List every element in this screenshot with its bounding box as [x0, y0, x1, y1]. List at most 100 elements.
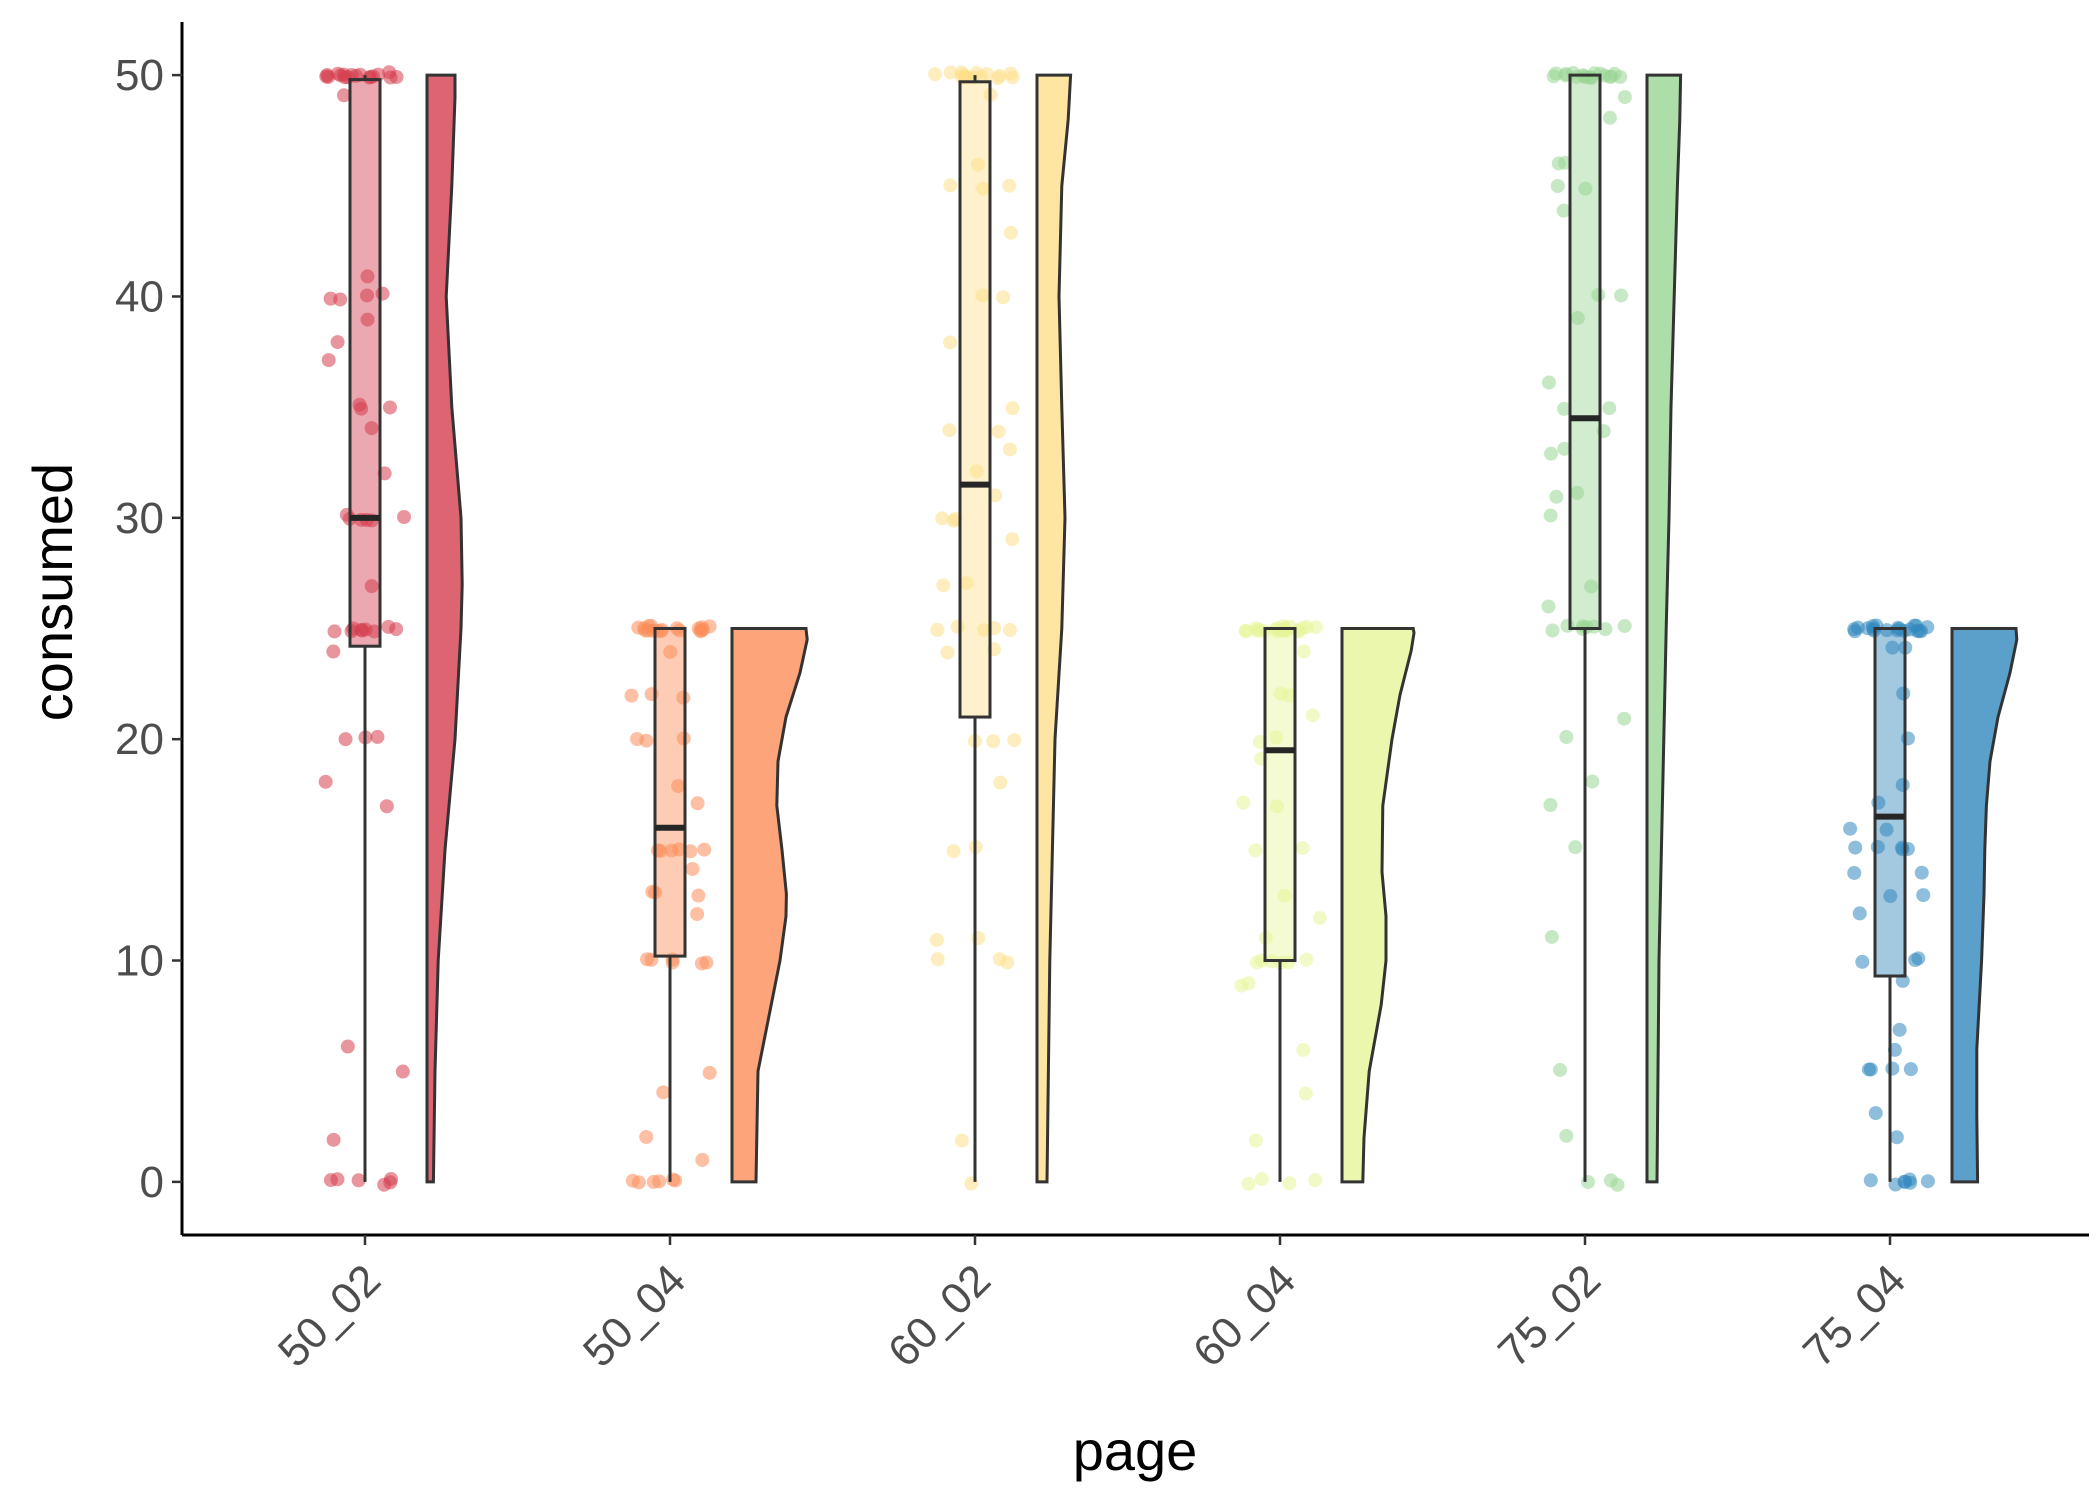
data-point-75_02	[1541, 599, 1556, 614]
data-point-50_02	[340, 1039, 355, 1054]
data-point-50_04	[671, 842, 686, 857]
data-point-60_02	[969, 66, 984, 81]
y-tick-label: 20	[115, 715, 164, 764]
data-point-75_04	[1889, 1130, 1904, 1145]
data-point-50_02	[370, 729, 385, 744]
data-point-75_02	[1543, 798, 1558, 813]
data-point-75_02	[1559, 730, 1574, 745]
data-point-60_04	[1308, 1173, 1323, 1188]
data-point-60_02	[943, 65, 958, 80]
data-point-75_02	[1568, 840, 1583, 855]
data-point-50_04	[656, 1085, 671, 1100]
data-point-60_04	[1238, 624, 1253, 639]
data-point-60_02	[1005, 532, 1020, 547]
data-point-50_02	[383, 1175, 398, 1190]
x-tick-label: 50_02	[269, 1255, 390, 1376]
data-point-75_02	[1584, 579, 1599, 594]
data-point-60_04	[1305, 708, 1320, 723]
data-point-60_02	[1002, 442, 1017, 457]
data-point-75_04	[1920, 1174, 1935, 1189]
data-point-50_04	[666, 1172, 681, 1187]
data-point-60_04	[1295, 841, 1310, 856]
data-point-50_04	[691, 888, 706, 903]
x-tick-label: 75_02	[1489, 1255, 1610, 1376]
data-point-50_02	[358, 622, 373, 637]
data-point-50_02	[382, 400, 397, 415]
data-point-50_02	[389, 622, 404, 637]
data-point-60_02	[942, 423, 957, 438]
data-point-50_02	[360, 312, 375, 327]
data-point-75_02	[1550, 178, 1565, 193]
data-point-60_02	[943, 335, 958, 350]
data-point-60_04	[1254, 1171, 1269, 1186]
data-point-50_04	[685, 862, 700, 877]
data-point-60_02	[959, 576, 974, 591]
data-point-60_02	[975, 288, 990, 303]
data-point-50_04	[694, 956, 709, 971]
data-point-60_04	[1296, 644, 1311, 659]
data-point-50_02	[379, 799, 394, 814]
data-point-60_02	[993, 775, 1008, 790]
data-point-50_02	[326, 644, 341, 659]
half-violin-50_02	[425, 73, 464, 1184]
y-tick-label: 10	[115, 937, 164, 986]
data-point-75_04	[1902, 1172, 1917, 1187]
data-point-75_04	[1883, 889, 1898, 904]
data-point-75_04	[1916, 888, 1931, 903]
data-point-60_02	[976, 181, 991, 196]
data-point-75_02	[1617, 90, 1632, 105]
data-point-75_02	[1559, 1128, 1574, 1143]
data-point-60_04	[1241, 1176, 1256, 1191]
data-point-75_02	[1593, 66, 1608, 81]
data-point-75_02	[1598, 622, 1613, 637]
data-point-75_02	[1570, 310, 1585, 325]
y-tick-label: 40	[115, 272, 164, 321]
data-point-60_04	[1277, 888, 1292, 903]
half-violin-50_04	[730, 627, 809, 1184]
half-violin-60_02	[1035, 73, 1073, 1184]
data-point-75_02	[1544, 929, 1559, 944]
data-point-50_02	[360, 269, 375, 284]
data-point-60_04	[1299, 952, 1314, 967]
data-point-50_02	[360, 288, 375, 303]
data-point-75_04	[1852, 906, 1867, 921]
data-point-50_02	[330, 1172, 345, 1187]
data-point-60_02	[986, 734, 1001, 749]
data-point-75_04	[1868, 1106, 1883, 1121]
data-point-75_02	[1610, 1177, 1625, 1192]
data-point-75_04	[1885, 640, 1900, 655]
data-point-50_02	[344, 624, 359, 639]
data-point-50_02	[352, 397, 367, 412]
y-tick-label: 0	[140, 1158, 164, 1207]
data-point-75_02	[1556, 203, 1571, 218]
axes-layer: 0 10 20 30 40 50 50_02 50_04 60_02 60_04 75_02 75_0…	[115, 22, 2089, 1377]
data-point-75_04	[1843, 821, 1858, 836]
data-point-50_02	[338, 732, 353, 747]
data-point-60_02	[971, 931, 986, 946]
data-point-60_04	[1312, 911, 1327, 926]
data-point-50_02	[364, 579, 379, 594]
data-point-75_02	[1603, 110, 1618, 125]
data-point-50_04	[693, 624, 708, 639]
data-point-75_04	[1855, 954, 1870, 969]
data-point-75_04	[1847, 622, 1862, 637]
data-point-50_04	[646, 1174, 661, 1189]
data-point-75_02	[1586, 619, 1601, 634]
data-point-60_02	[930, 952, 945, 967]
data-point-60_02	[943, 178, 958, 193]
data-point-50_02	[318, 774, 333, 789]
data-point-60_02	[946, 513, 961, 528]
half-violin-60_04	[1340, 627, 1416, 1184]
data-point-60_02	[929, 932, 944, 947]
box-layer	[348, 73, 1907, 1182]
data-point-50_04	[697, 842, 712, 857]
box-75_02	[1568, 73, 1602, 630]
data-point-75_02	[1570, 485, 1585, 500]
data-point-50_02	[364, 421, 379, 436]
data-point-60_04	[1298, 1086, 1313, 1101]
data-point-60_02	[992, 952, 1007, 967]
data-point-60_04	[1282, 1176, 1297, 1191]
x-tick-label: 60_04	[1184, 1255, 1305, 1376]
data-point-50_04	[702, 1065, 717, 1080]
